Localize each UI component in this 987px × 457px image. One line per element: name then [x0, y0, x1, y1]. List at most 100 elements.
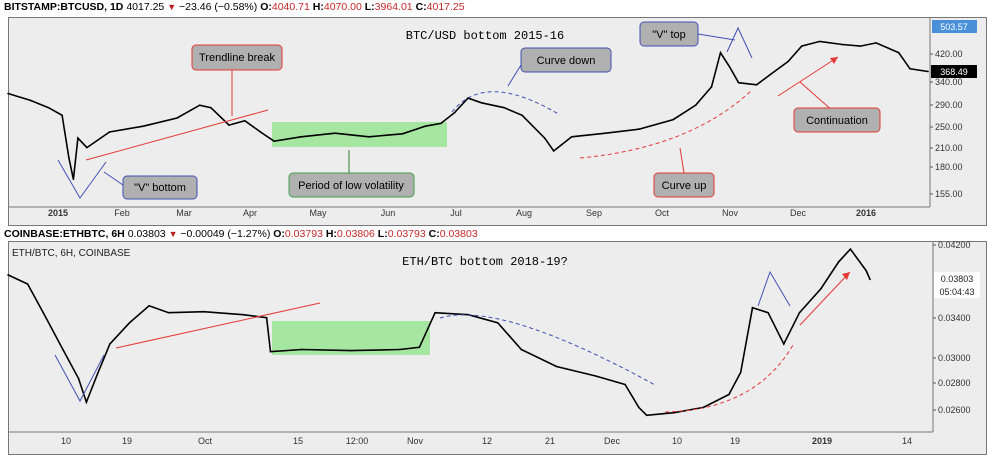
top-h-label: H:: [312, 1, 324, 13]
x-tick-label: Nov: [407, 436, 424, 446]
price-point: [440, 122, 442, 125]
x-tick-label: Dec: [790, 208, 807, 218]
price-point: [820, 287, 822, 290]
x-tick-label: 21: [545, 436, 555, 446]
price-point: [7, 92, 9, 95]
price-point: [265, 316, 268, 319]
price-point: [273, 140, 275, 142]
price-point: [109, 343, 111, 345]
price-point: [672, 118, 674, 121]
bottom-symbol[interactable]: COINBASE:ETHBTC, 6H: [4, 228, 125, 240]
bottom-h-label: H:: [325, 228, 337, 240]
price-point: [897, 51, 900, 54]
price-point: [334, 132, 336, 135]
curve-down-arc: [451, 91, 561, 116]
bottom-current-price-label: 0.03803: [941, 274, 974, 284]
x-tick-label: Apr: [243, 208, 257, 218]
price-point: [837, 260, 840, 263]
price-point: [210, 106, 212, 109]
x-tick-label: 12:00: [346, 436, 369, 446]
x-tick-label: 15: [293, 436, 303, 446]
y-tick-label: 0.02800: [938, 378, 971, 388]
x-tick-label: Sep: [586, 208, 602, 218]
callout-v-bottom: "V" bottom: [134, 182, 186, 194]
x-tick-label: Oct: [198, 436, 213, 446]
y-tick-label: 250.00: [935, 122, 963, 132]
callout-continuation: Continuation: [806, 115, 868, 127]
price-point: [176, 117, 178, 119]
continuation-arrow: [799, 271, 851, 326]
bottom-symbol-header: COINBASE:ETHBTC, 6H 0.03803 ▼ −0.00049 (…: [4, 228, 478, 240]
price-point: [300, 136, 302, 138]
eth-series-legend: ETH/BTC, 6H, COINBASE: [12, 248, 131, 259]
price-point: [467, 313, 470, 316]
price-point: [453, 111, 456, 114]
top-l-label: L:: [364, 1, 375, 13]
bottom-l-label: L:: [377, 228, 388, 240]
price-point: [694, 104, 697, 107]
callout-curve-down: Curve down: [537, 55, 596, 67]
price-point: [710, 86, 713, 88]
eth-chart-title: ETH/BTC bottom 2018-19?: [402, 255, 568, 269]
price-point: [739, 371, 742, 374]
y-tick-label: 0.03400: [938, 313, 971, 323]
x-tick-label: 2015: [48, 208, 68, 218]
price-point: [418, 346, 421, 349]
x-tick-label: 12: [482, 436, 492, 446]
bar-countdown: 05:04:43: [939, 287, 974, 297]
eth-price-series: [7, 247, 871, 417]
curve-down-arc: [439, 314, 656, 386]
x-tick-label: Mar: [176, 208, 192, 218]
price-point: [555, 365, 558, 368]
y-tick-label: 180.00: [935, 162, 963, 172]
curve-up-arc: [664, 344, 794, 413]
price-point: [728, 393, 730, 396]
y-tick-label: 0.03000: [938, 353, 971, 363]
price-point: [401, 133, 404, 135]
price-point: [570, 136, 573, 138]
price-point: [638, 128, 641, 130]
eth-chart-panel[interactable]: [8, 241, 987, 455]
callout-pointer: [507, 64, 522, 87]
price-point: [467, 97, 469, 99]
price-point: [751, 306, 754, 309]
callout-trendline-break: Trendline break: [199, 52, 276, 64]
price-point: [875, 42, 877, 44]
v-top-marker: [757, 270, 791, 307]
y-tick-label: 0.04200: [938, 240, 971, 250]
top-close: 4017.25: [426, 1, 465, 13]
price-point: [77, 137, 79, 139]
price-point: [434, 311, 436, 314]
callout-v-top: "V" top: [652, 29, 686, 41]
x-tick-label: Nov: [722, 208, 739, 218]
top-symbol-header: BITSTAMP:BTCUSD, 1D 4017.25 ▼ −23.46 (−0…: [4, 1, 465, 13]
top-c-label: C:: [415, 1, 427, 13]
continuation-arrow: [777, 56, 839, 97]
price-point: [72, 178, 75, 181]
btc-chart-title: BTC/USD bottom 2015-16: [406, 29, 564, 43]
price-point: [859, 45, 862, 47]
top-change: −23.46 (−0.58%): [179, 1, 258, 13]
top-max-price-tag: [932, 20, 977, 33]
btc-annotation-lines: [57, 26, 839, 199]
price-point: [552, 150, 555, 152]
callout-pointer: [103, 171, 124, 186]
x-tick-label: 19: [122, 436, 132, 446]
price-point: [480, 101, 483, 104]
callout-curve-up: Curve up: [662, 180, 707, 192]
x-tick-label: 14: [902, 436, 912, 446]
x-tick-label: Jul: [450, 208, 462, 218]
top-o-label: O:: [260, 1, 272, 13]
price-point: [97, 371, 99, 374]
price-point: [624, 383, 626, 386]
top-last-price: 4017.25: [126, 1, 165, 13]
price-point: [520, 348, 523, 351]
top-symbol[interactable]: BITSTAMP:BTCUSD, 1D: [4, 1, 124, 13]
x-tick-label: Jun: [381, 208, 396, 218]
trendline: [115, 302, 321, 349]
bottom-o-label: O:: [273, 228, 285, 240]
price-point: [148, 304, 150, 307]
price-point: [203, 310, 205, 313]
price-point: [594, 375, 597, 377]
